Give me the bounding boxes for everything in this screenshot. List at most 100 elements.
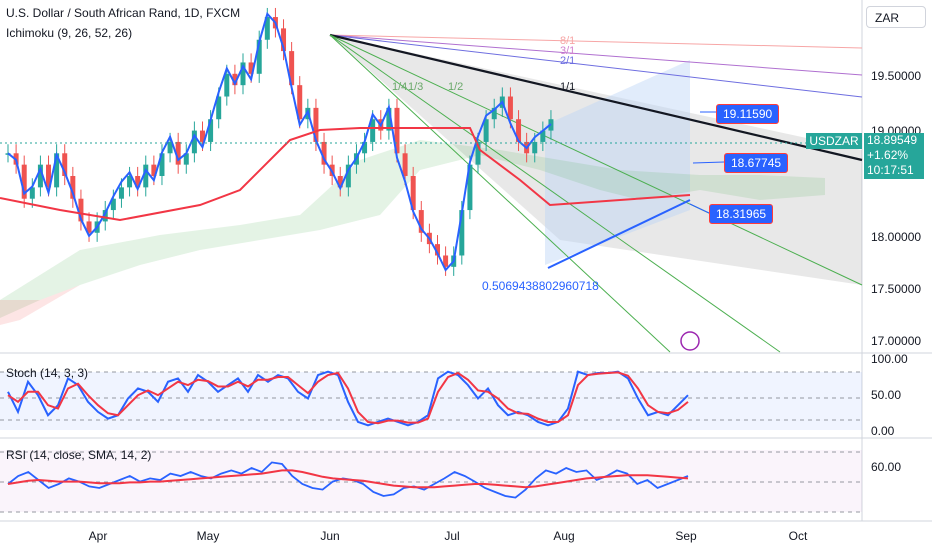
time-tick: Sep xyxy=(675,529,697,543)
candle xyxy=(483,119,489,142)
time-tick: Oct xyxy=(788,529,808,543)
callout-18-6775[interactable]: 18.67745 xyxy=(724,153,789,173)
price-tick: 17.50000 xyxy=(871,282,922,296)
candle xyxy=(434,244,440,256)
time-tick: Jul xyxy=(444,529,460,543)
candle xyxy=(159,153,165,176)
gann-label: 2/1 xyxy=(560,55,576,67)
time-tick: May xyxy=(196,529,220,543)
candle xyxy=(345,164,351,188)
candle xyxy=(240,62,246,86)
stoch-k-line xyxy=(7,370,689,427)
candle xyxy=(199,130,205,142)
stoch-tick: 0.00 xyxy=(871,424,895,438)
rsi-label[interactable]: RSI (14, close, SMA, 14, 2) xyxy=(6,448,152,462)
candle xyxy=(386,107,392,131)
candle xyxy=(183,153,189,165)
candle xyxy=(110,198,116,211)
gann-label: 1/4 xyxy=(392,81,408,93)
stoch-d-line xyxy=(7,371,689,425)
candle xyxy=(540,130,546,142)
candle xyxy=(70,176,76,199)
candle xyxy=(127,176,133,188)
indicator-label[interactable]: Ichimoku (9, 26, 52, 26) xyxy=(6,26,133,40)
candle xyxy=(459,210,465,256)
candle xyxy=(224,73,230,97)
rsi-tick: 60.00 xyxy=(871,460,902,474)
candle xyxy=(313,107,319,142)
kijun-sen xyxy=(0,127,691,222)
callout-18-3197[interactable]: 18.31965 xyxy=(709,204,774,224)
candle xyxy=(402,153,408,176)
candle xyxy=(418,210,424,233)
gann-fan-line xyxy=(329,34,863,49)
trend-line xyxy=(547,199,691,269)
candle xyxy=(264,17,270,40)
rsi-ma-line xyxy=(7,469,689,489)
candle xyxy=(443,255,449,267)
candle xyxy=(216,96,222,120)
candle xyxy=(410,176,416,211)
gann-fan-line xyxy=(329,34,863,98)
candle xyxy=(467,164,473,211)
gann-label: 8/1 xyxy=(560,35,576,47)
last-price: 18.89549 xyxy=(867,133,918,147)
candle xyxy=(175,141,181,165)
time-tick: Apr xyxy=(88,529,108,543)
callout-19-1159[interactable]: 19.11590 xyxy=(716,104,780,124)
candle xyxy=(394,107,400,154)
gann-label: 1/3 xyxy=(408,81,424,93)
stoch-tick: 100.00 xyxy=(871,352,908,366)
candle xyxy=(54,153,60,188)
candle xyxy=(21,164,27,199)
candle xyxy=(337,176,343,188)
callout-connector xyxy=(689,203,710,214)
candle xyxy=(491,107,497,120)
time-tick: Aug xyxy=(553,529,575,543)
gann-fan-line xyxy=(329,34,863,76)
chart-title: U.S. Dollar / South African Rand, 1D, FX… xyxy=(6,6,241,20)
candle xyxy=(78,198,84,222)
candle xyxy=(507,96,513,120)
candle xyxy=(232,73,238,86)
candle xyxy=(475,141,481,165)
candle xyxy=(297,85,303,120)
symbol-tag: USDZAR xyxy=(806,133,862,149)
currency-selector[interactable]: ZAR xyxy=(866,6,926,28)
candle xyxy=(135,176,141,188)
candle xyxy=(62,153,68,176)
gann-label: 3/1 xyxy=(560,45,576,57)
candle xyxy=(289,51,295,86)
gann-fan-line xyxy=(329,34,671,353)
lightning-icon xyxy=(680,331,700,351)
candle xyxy=(143,164,149,188)
candle xyxy=(46,164,52,188)
candle xyxy=(370,119,376,142)
candle xyxy=(29,187,35,199)
bar-countdown: 10:17:51 xyxy=(867,163,914,177)
candle xyxy=(86,221,92,233)
price-tick: 17.00000 xyxy=(871,334,922,348)
candle xyxy=(191,130,197,154)
fib-label: 0.5069438802960718 xyxy=(482,279,599,293)
candle xyxy=(167,141,173,154)
stoch-label[interactable]: Stoch (14, 3, 3) xyxy=(6,366,89,380)
tenkan-sen xyxy=(7,11,552,272)
candle xyxy=(248,62,254,74)
gann-fan-line xyxy=(329,34,863,286)
candle xyxy=(256,39,262,74)
candle xyxy=(118,187,124,199)
time-tick: Jun xyxy=(320,529,340,543)
gann-fan-line xyxy=(329,33,863,162)
candle xyxy=(532,141,538,154)
candle xyxy=(321,141,327,165)
candle xyxy=(281,28,287,52)
candle xyxy=(102,210,108,222)
price-tick: 19.50000 xyxy=(871,69,922,83)
price-tick: 18.00000 xyxy=(871,230,922,244)
gann-label: 1/2 xyxy=(448,81,464,93)
callout-connector xyxy=(692,161,725,164)
candle xyxy=(37,164,43,188)
